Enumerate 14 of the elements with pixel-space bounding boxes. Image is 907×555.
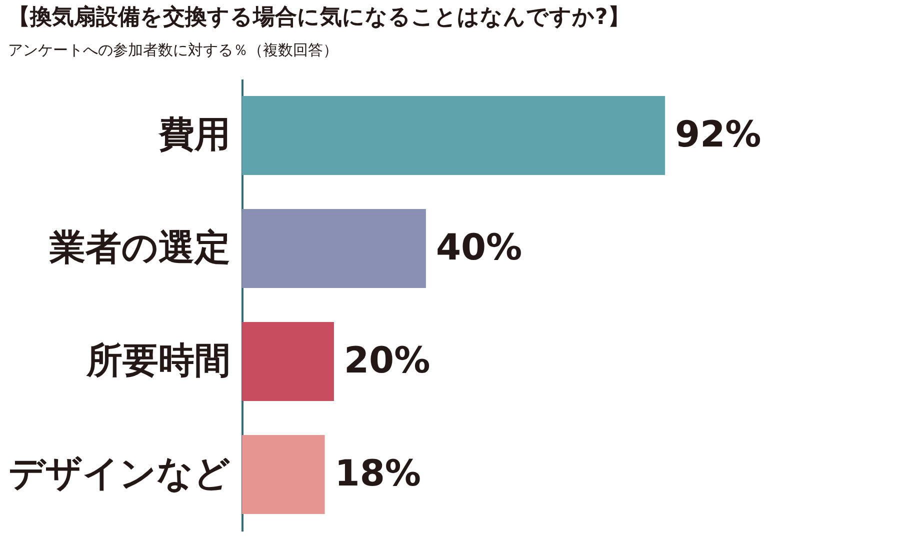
bar: [242, 434, 325, 514]
y-tick-label: デザインなど: [8, 454, 230, 494]
y-tick-label: 業者の選定: [48, 228, 230, 268]
bar: [242, 96, 666, 176]
y-tick-label: 所要時間: [86, 340, 230, 382]
chart-subtitle: アンケートへの参加者数に対する％（複数回答）: [8, 41, 338, 59]
bar: [242, 208, 426, 288]
data-label: 92%: [675, 114, 762, 156]
data-label: 18%: [334, 454, 421, 494]
data-label: 20%: [344, 340, 430, 382]
bar: [242, 322, 334, 402]
data-label: 40%: [436, 228, 522, 268]
chart-title: 【換気扇設備を交換する場合に気になることはなんですか?】: [8, 4, 630, 30]
y-tick-label: 費用: [158, 114, 230, 156]
